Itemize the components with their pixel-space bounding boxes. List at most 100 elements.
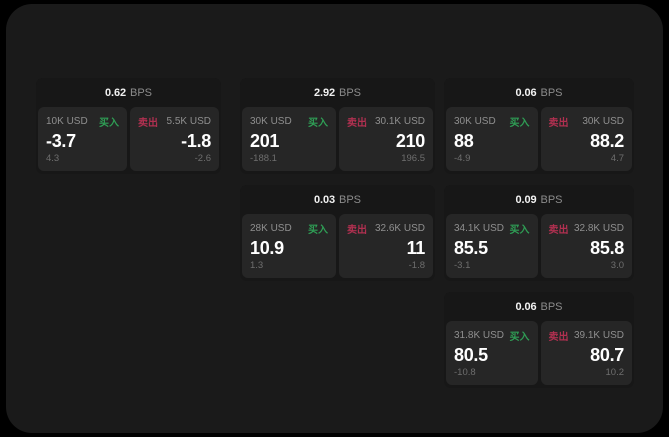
- spread-card[interactable]: 0.09 BPS 34.1K USD 买入 85.5 -3.1 卖出: [444, 185, 634, 281]
- sell-side-label: 卖出: [548, 332, 569, 343]
- sell-sub-value: 196.5: [401, 153, 425, 164]
- buy-value: 88: [454, 131, 474, 151]
- card-panels: 31.8K USD 买入 80.5 -10.8 卖出 39.1K USD 80.…: [444, 321, 634, 388]
- sell-panel[interactable]: 卖出 30.1K USD 210 196.5: [339, 107, 433, 171]
- bps-unit-label: BPS: [540, 301, 563, 313]
- card-header: 0.03 BPS: [240, 185, 435, 214]
- sell-side-label: 卖出: [347, 225, 367, 236]
- card-header: 0.06 BPS: [444, 78, 634, 107]
- sell-sub-value: 4.7: [610, 153, 624, 164]
- buy-side-label: 买入: [308, 118, 328, 129]
- sell-side-label: 卖出: [548, 118, 569, 129]
- buy-side-label: 买入: [509, 225, 530, 236]
- sell-panel[interactable]: 卖出 32.8K USD 85.8 3.0: [540, 214, 632, 278]
- card-header: 2.92 BPS: [240, 78, 435, 107]
- buy-sub-value: 4.3: [46, 153, 60, 164]
- bps-value: 2.92: [313, 87, 335, 99]
- buy-sub-value: -10.8: [454, 367, 476, 378]
- card-header: 0.09 BPS: [444, 185, 634, 214]
- buy-panel-header: 31.8K USD 买入: [454, 329, 530, 343]
- buy-side-label: 买入: [308, 225, 328, 236]
- sell-value: -1.8: [181, 131, 211, 151]
- bps-unit-label: BPS: [540, 194, 563, 206]
- bps-value: 0.62: [104, 87, 126, 99]
- sell-value: 210: [395, 131, 425, 151]
- buy-value: 85.5: [454, 238, 488, 258]
- card-panels: 28K USD 买入 10.9 1.3 卖出 32.6K USD 11 -1.8: [240, 214, 435, 281]
- card-column-2: 2.92 BPS 30K USD 买入 201 -188.1 卖出: [240, 78, 435, 281]
- card-column-3: 0.06 BPS 30K USD 买入 88 -4.9 卖出: [444, 78, 634, 388]
- buy-amount: 34.1K USD: [454, 223, 505, 234]
- bps-unit-label: BPS: [540, 87, 563, 99]
- sell-value: 80.7: [590, 345, 624, 365]
- buy-value: -3.7: [46, 131, 76, 151]
- spread-card[interactable]: 0.06 BPS 30K USD 买入 88 -4.9 卖出: [444, 78, 634, 174]
- buy-panel[interactable]: 30K USD 买入 201 -188.1: [242, 107, 336, 171]
- buy-sub-value: -3.1: [454, 260, 471, 271]
- buy-side-label: 买入: [509, 118, 530, 129]
- buy-side-label: 买入: [509, 332, 530, 343]
- buy-amount: 30K USD: [250, 116, 292, 127]
- card-panels: 30K USD 买入 201 -188.1 卖出 30.1K USD 210 1…: [240, 107, 435, 174]
- card-panels: 10K USD 买入 -3.7 4.3 卖出 5.5K USD -1.8 -2.…: [36, 107, 221, 174]
- app-frame: 0.62 BPS 10K USD 买入 -3.7 4.3 卖出: [6, 4, 663, 433]
- buy-panel-header: 10K USD 买入: [46, 115, 119, 129]
- card-panels: 30K USD 买入 88 -4.9 卖出 30K USD 88.2 4.7: [444, 107, 634, 174]
- bps-unit-label: BPS: [130, 87, 153, 99]
- sell-side-label: 卖出: [347, 118, 367, 129]
- buy-panel[interactable]: 30K USD 买入 88 -4.9: [446, 107, 538, 171]
- buy-amount: 30K USD: [454, 116, 496, 127]
- buy-panel-header: 34.1K USD 买入: [454, 222, 530, 236]
- card-column-1: 0.62 BPS 10K USD 买入 -3.7 4.3 卖出: [36, 78, 221, 174]
- bps-value: 0.09: [515, 194, 537, 206]
- sell-sub-value: -1.8: [408, 260, 425, 271]
- sell-value: 85.8: [590, 238, 624, 258]
- sell-sub-value: 3.0: [610, 260, 624, 271]
- buy-value: 80.5: [454, 345, 488, 365]
- buy-amount: 10K USD: [46, 116, 88, 127]
- buy-amount: 31.8K USD: [454, 330, 505, 341]
- sell-amount: 30K USD: [582, 116, 624, 127]
- sell-sub-value: 10.2: [605, 367, 625, 378]
- card-header: 0.62 BPS: [36, 78, 221, 107]
- sell-value: 11: [406, 238, 426, 258]
- spread-card[interactable]: 0.06 BPS 31.8K USD 买入 80.5 -10.8 卖: [444, 292, 634, 388]
- bps-value: 0.06: [515, 301, 537, 313]
- sell-sub-value: -2.6: [194, 153, 211, 164]
- card-header: 0.06 BPS: [444, 292, 634, 321]
- sell-panel-header: 卖出 30.1K USD: [347, 115, 425, 129]
- buy-side-label: 买入: [99, 118, 119, 129]
- sell-panel-header: 卖出 32.6K USD: [347, 222, 425, 236]
- sell-amount: 39.1K USD: [573, 330, 624, 341]
- buy-sub-value: 1.3: [250, 260, 264, 271]
- buy-panel[interactable]: 10K USD 买入 -3.7 4.3: [38, 107, 127, 171]
- bps-value: 0.06: [515, 87, 537, 99]
- buy-panel[interactable]: 34.1K USD 买入 85.5 -3.1: [446, 214, 538, 278]
- buy-sub-value: -188.1: [250, 153, 277, 164]
- sell-panel[interactable]: 卖出 39.1K USD 80.7 10.2: [540, 321, 632, 385]
- bps-unit-label: BPS: [339, 194, 362, 206]
- spread-card-board: 0.62 BPS 10K USD 买入 -3.7 4.3 卖出: [36, 78, 643, 388]
- sell-amount: 30.1K USD: [374, 116, 425, 127]
- sell-panel[interactable]: 卖出 30K USD 88.2 4.7: [540, 107, 632, 171]
- card-panels: 34.1K USD 买入 85.5 -3.1 卖出 32.8K USD 85.8…: [444, 214, 634, 281]
- buy-value: 201: [250, 131, 280, 151]
- spread-card[interactable]: 0.03 BPS 28K USD 买入 10.9 1.3 卖出: [240, 185, 435, 281]
- spread-card[interactable]: 2.92 BPS 30K USD 买入 201 -188.1 卖出: [240, 78, 435, 174]
- spread-card[interactable]: 0.62 BPS 10K USD 买入 -3.7 4.3 卖出: [36, 78, 221, 174]
- sell-amount: 32.6K USD: [374, 223, 425, 234]
- sell-side-label: 卖出: [138, 118, 158, 129]
- sell-side-label: 卖出: [548, 225, 569, 236]
- buy-amount: 28K USD: [250, 223, 292, 234]
- buy-panel-header: 30K USD 买入: [250, 115, 328, 129]
- buy-panel[interactable]: 28K USD 买入 10.9 1.3: [242, 214, 336, 278]
- sell-amount: 32.8K USD: [573, 223, 624, 234]
- buy-panel[interactable]: 31.8K USD 买入 80.5 -10.8: [446, 321, 538, 385]
- buy-panel-header: 30K USD 买入: [454, 115, 530, 129]
- sell-panel-header: 卖出 30K USD: [548, 115, 625, 129]
- buy-sub-value: -4.9: [454, 153, 471, 164]
- sell-panel[interactable]: 卖出 5.5K USD -1.8 -2.6: [130, 107, 219, 171]
- sell-panel-header: 卖出 39.1K USD: [548, 329, 625, 343]
- sell-panel[interactable]: 卖出 32.6K USD 11 -1.8: [339, 214, 433, 278]
- buy-value: 10.9: [250, 238, 284, 258]
